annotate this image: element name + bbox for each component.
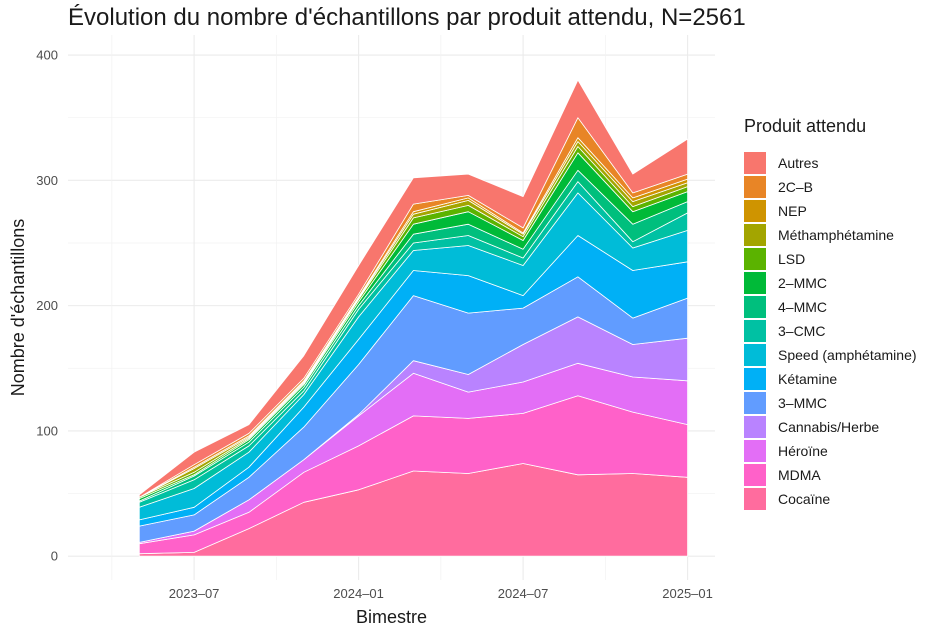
legend-label: 2–MMC [778,275,828,291]
legend-item: 2C–B [744,175,917,199]
legend: Produit attendu Autres 2C–B NEP Méthamphéta… [744,116,917,511]
legend-item: NEP [744,199,917,223]
legend-item: Kétamine [744,367,917,391]
legend-label: 3–CMC [778,323,826,339]
legend-key [744,320,766,342]
legend-item: Autres [744,151,917,175]
legend-item: 3–CMC [744,319,917,343]
y-axis-title: Nombre d'échantillons [8,219,28,397]
legend-label: Héroïne [778,443,828,459]
legend-label: Speed (amphétamine) [778,347,917,363]
legend-key [744,344,766,366]
legend-item: MDMA [744,463,917,487]
area-Autres [138,79,688,498]
legend-label: 3–MMC [778,395,828,411]
legend-label: Cannabis/Herbe [778,419,880,435]
legend-key [744,416,766,438]
legend-label: MDMA [778,467,821,483]
legend-item: Méthamphétamine [744,223,917,247]
legend-item: Speed (amphétamine) [744,343,917,367]
legend-label: Autres [778,155,819,171]
legend-key [744,176,766,198]
legend-key [744,368,766,390]
x-tick-label: 2025–01 [662,586,713,601]
legend-key [744,200,766,222]
legend-items: Autres 2C–B NEP Méthamphétamine LSD 2–MMC 4–MM… [744,151,917,511]
x-axis-title: Bimestre [356,607,427,627]
legend-item: Héroïne [744,439,917,463]
legend-key [744,248,766,270]
y-tick-label: 400 [36,48,58,63]
legend-title: Produit attendu [744,116,867,136]
y-tick-label: 100 [36,423,58,438]
legend-key [744,488,766,510]
legend-key [744,440,766,462]
chart-title: Évolution du nombre d'échantillons par p… [68,4,746,31]
legend-key [744,152,766,174]
legend-label: Cocaïne [778,491,831,507]
legend-label: 4–MMC [778,299,828,315]
x-tick-label: 2024–07 [498,586,549,601]
x-tick-label: 2024–01 [333,586,384,601]
legend-item: 4–MMC [744,295,917,319]
axis-tick-labels: 0 100 200 300 400 2023–07 2024–01 2024–07 2025–0… [36,48,713,601]
legend-key [744,392,766,414]
legend-label: Kétamine [778,371,838,387]
legend-item: Cocaïne [744,487,917,511]
legend-item: 3–MMC [744,391,917,415]
y-tick-label: 300 [36,173,58,188]
legend-label: 2C–B [778,179,814,195]
legend-item: Cannabis/Herbe [744,415,917,439]
y-tick-label: 200 [36,298,58,313]
area-series [138,79,688,557]
x-tick-label: 2023–07 [169,586,220,601]
legend-key [744,272,766,294]
legend-key [744,464,766,486]
legend-key [744,296,766,318]
legend-item: LSD [744,247,917,271]
legend-item: 2–MMC [744,271,917,295]
y-tick-label: 0 [51,549,58,564]
legend-key [744,224,766,246]
legend-label: LSD [778,251,806,267]
legend-label: Méthamphétamine [778,227,894,243]
legend-label: NEP [778,203,807,219]
